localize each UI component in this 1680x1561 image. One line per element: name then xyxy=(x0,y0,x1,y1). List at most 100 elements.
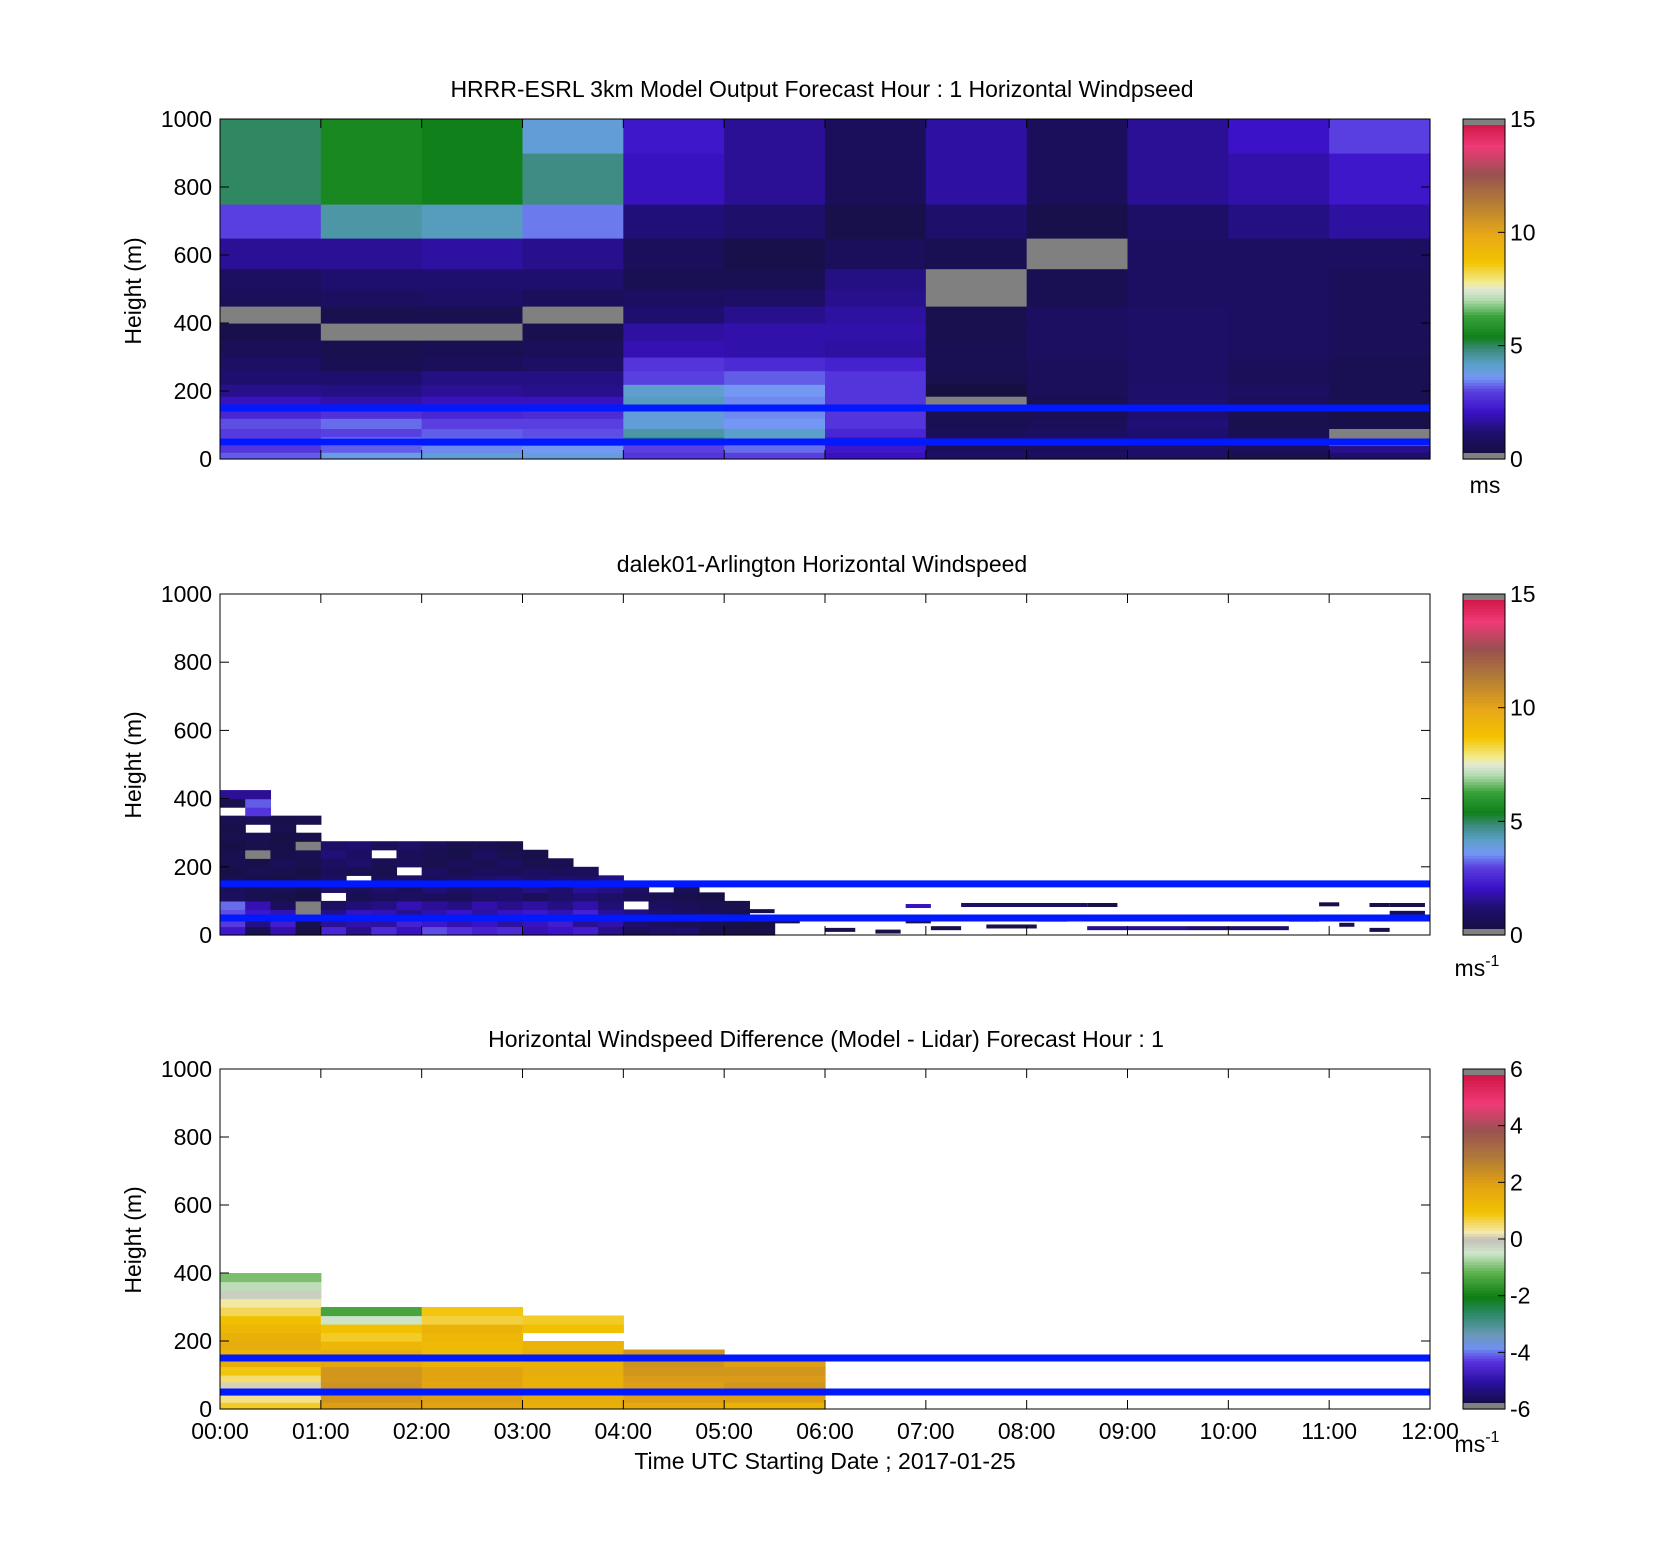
heatmap-cell xyxy=(1329,452,1431,460)
colorbar: 0 5 10 15 xyxy=(1462,106,1536,472)
colorbar-swatch xyxy=(1463,758,1505,763)
heatmap-cell xyxy=(346,858,372,868)
colorbar-swatch xyxy=(1463,881,1505,885)
colorbar-swatch xyxy=(1463,602,1505,606)
heatmap-cell xyxy=(1026,153,1129,205)
colorbar-swatch xyxy=(1463,1326,1505,1331)
colorbar-swatch xyxy=(1463,1154,1505,1158)
colorbar-swatch xyxy=(1463,827,1505,831)
heatmap-cell xyxy=(421,1381,524,1390)
heatmap-cell xyxy=(724,418,826,429)
heatmap-cell xyxy=(825,445,927,453)
heatmap-cell xyxy=(825,289,927,307)
heatmap-cell xyxy=(623,289,725,307)
heatmap-cell xyxy=(1026,445,1129,453)
colorbar-swatch xyxy=(1463,405,1505,409)
colorbar-swatch xyxy=(1463,1233,1505,1237)
heatmap-cell xyxy=(825,119,927,154)
y-tick-label: 200 xyxy=(174,378,212,404)
heatmap-cell xyxy=(1026,408,1129,419)
heatmap-cell xyxy=(623,204,725,239)
colorbar-swatch xyxy=(1463,909,1505,913)
heatmap-cell xyxy=(648,892,675,902)
heatmap-cell xyxy=(320,875,347,885)
heatmap-cell xyxy=(497,875,524,885)
heatmap-cell xyxy=(905,904,931,909)
colorbar-swatch xyxy=(1463,917,1505,922)
heatmap-cell xyxy=(472,926,498,936)
colorbar-swatch xyxy=(1463,1290,1505,1294)
heatmap-cell xyxy=(623,445,725,453)
colorbar-swatch xyxy=(1463,818,1505,822)
heatmap-cell xyxy=(220,357,322,372)
heatmap-cell xyxy=(724,1402,826,1410)
heatmap-cell xyxy=(320,866,347,876)
heatmap-cell xyxy=(522,892,549,902)
heatmap-cell xyxy=(446,858,473,868)
heatmap-cell xyxy=(1026,384,1129,397)
heatmap-cell xyxy=(421,306,524,324)
heatmap-cell xyxy=(724,1375,826,1383)
colorbar-tick-label: 2 xyxy=(1510,1169,1523,1195)
colorbar-swatch xyxy=(1463,645,1505,649)
colorbar-swatch xyxy=(1463,679,1505,683)
heatmap-cell xyxy=(1127,268,1229,290)
heatmap-cell xyxy=(1228,428,1330,438)
colorbar-swatch xyxy=(1463,1256,1505,1260)
heatmap-cell xyxy=(961,902,1088,907)
colorbar-swatch xyxy=(1463,328,1505,333)
colorbar-swatch xyxy=(1463,619,1505,624)
colorbar-swatch xyxy=(1463,1088,1505,1093)
heatmap-cell xyxy=(724,408,826,419)
colorbar-swatch xyxy=(1463,306,1505,310)
heatmap-cell xyxy=(825,306,927,324)
colorbar-swatch xyxy=(1463,778,1505,783)
heatmap-cell xyxy=(421,289,524,307)
heatmap-cell xyxy=(1026,323,1129,341)
heatmap-cell xyxy=(724,1366,826,1376)
colorbar-swatch xyxy=(1463,792,1505,797)
colorbar-swatch xyxy=(1463,906,1505,911)
colorbar-swatch xyxy=(1463,809,1505,814)
heatmap-cell xyxy=(497,917,524,928)
heatmap-cell xyxy=(1127,452,1229,460)
heatmap-cell xyxy=(220,875,246,885)
colorbar-swatch xyxy=(1463,1185,1505,1189)
heatmap-cell xyxy=(245,866,272,876)
heatmap-cell xyxy=(396,883,423,893)
colorbar-swatch xyxy=(1463,246,1505,250)
heatmap-cell xyxy=(522,909,549,919)
heatmap-cell xyxy=(295,841,322,851)
heatmap-cell xyxy=(547,909,574,919)
heatmap-cell xyxy=(270,900,297,911)
heatmap-cell xyxy=(522,408,624,419)
colorbar-swatch xyxy=(1463,1105,1505,1110)
colorbar-swatch xyxy=(1463,642,1505,646)
colorbar-swatch xyxy=(1463,1171,1505,1175)
colorbar-swatch xyxy=(1463,625,1505,629)
heatmap-cell xyxy=(724,238,826,270)
heatmap-cell xyxy=(1026,418,1129,429)
heatmap-cell xyxy=(295,832,322,842)
heatmap-cell xyxy=(522,370,624,385)
colorbar-swatch xyxy=(1463,784,1505,788)
reference-lines xyxy=(220,880,1430,922)
heatmap-cell xyxy=(825,927,856,932)
x-tick-label: 05:00 xyxy=(695,1418,753,1444)
heatmap-cell xyxy=(1127,357,1229,372)
colorbar-swatch xyxy=(1463,1134,1505,1138)
y-ticks: 0 200 400 600 800 1000 xyxy=(161,106,1430,472)
heatmap-cell xyxy=(1329,238,1431,270)
heatmap-cell xyxy=(522,1395,624,1403)
y-tick-label: 400 xyxy=(174,786,212,812)
heatmap-cell xyxy=(572,866,599,876)
colorbar-unit: ms-1 xyxy=(1455,953,1500,981)
heatmap-cell xyxy=(925,119,1028,154)
heatmap-cell xyxy=(421,428,524,438)
colorbar-tick-label: 15 xyxy=(1510,106,1536,132)
heatmap-cell xyxy=(724,357,826,372)
heatmap-cell xyxy=(724,926,750,936)
colorbar-swatch xyxy=(1463,1114,1505,1118)
heatmap-cell xyxy=(1228,204,1330,239)
